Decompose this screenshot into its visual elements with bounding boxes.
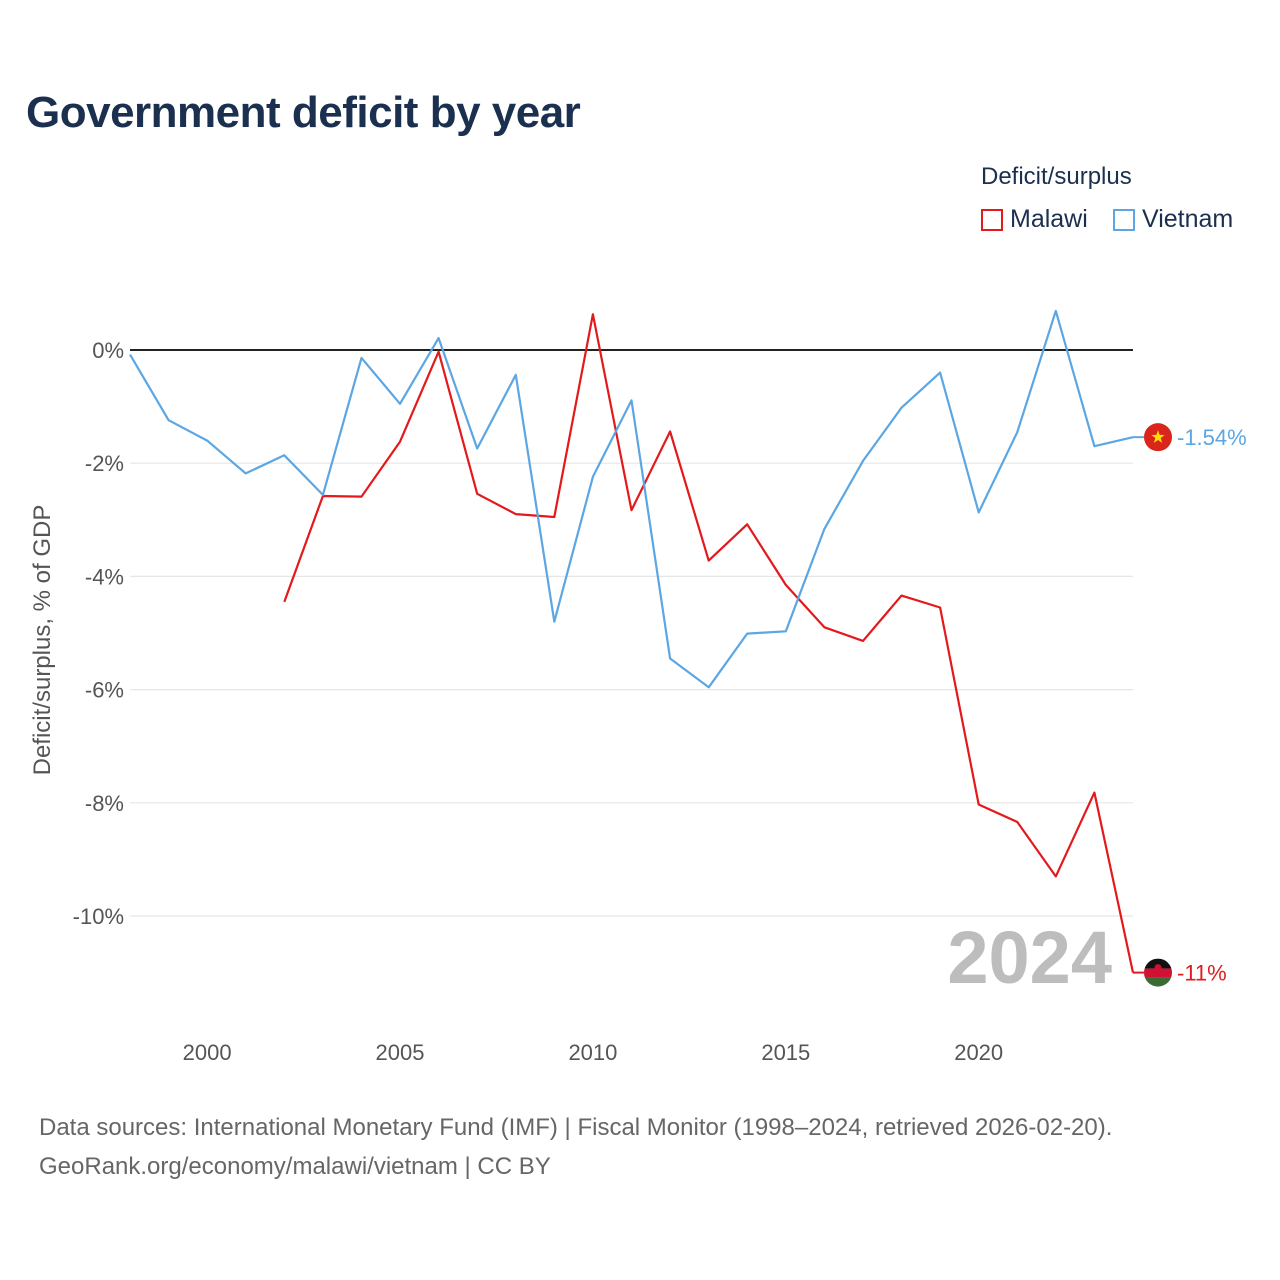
- year-watermark: 2024: [947, 916, 1112, 999]
- x-tick-label: 2015: [761, 1040, 810, 1065]
- end-markers: -11% -1.54%: [1133, 423, 1247, 987]
- series-lines: [129, 309, 1135, 973]
- flag-icon-vietnam: [1144, 423, 1172, 452]
- legend-label-vietnam: Vietnam: [1142, 205, 1234, 233]
- line-chart: 0%-2%-4%-6%-8%-10% 2000 2005 2010 2015 2020 …: [29, 309, 1247, 1065]
- y-tick-label: -4%: [85, 564, 124, 589]
- y-tick-label: -8%: [85, 791, 124, 816]
- legend-swatch-vietnam: [1113, 208, 1135, 231]
- end-value-label-malawi: -11%: [1177, 961, 1227, 986]
- y-axis-ticks: 0% -2% -4% -6% -8% -10%: [73, 338, 124, 929]
- legend-item-malawi[interactable]: Malawi: [981, 205, 1088, 234]
- source-line-2[interactable]: GeoRank.org/economy/malawi/vietnam | CC …: [39, 1153, 551, 1180]
- x-axis-ticks: 2000 2005 2010 2015 2020: [183, 1040, 1003, 1065]
- flag-icon-malawi: [1144, 958, 1172, 987]
- series-line-vietnam: [129, 309, 1134, 689]
- chart-title: Government deficit by year: [26, 88, 581, 137]
- y-axis-label: Deficit/surplus, % of GDP: [29, 505, 56, 776]
- legend-label-malawi: Malawi: [1010, 205, 1088, 233]
- legend-title: Deficit/surplus: [981, 163, 1132, 190]
- source-line-1: Data sources: International Monetary Fun…: [39, 1114, 1113, 1141]
- y-tick-label: -6%: [85, 678, 124, 703]
- x-tick-label: 2010: [568, 1040, 617, 1065]
- y-tick-label: -2%: [85, 451, 124, 476]
- legend-item-vietnam[interactable]: Vietnam: [1113, 205, 1233, 234]
- x-tick-label: 2000: [183, 1040, 232, 1065]
- y-tick-label: 0%: [92, 338, 124, 363]
- legend-swatch-malawi: [981, 208, 1003, 231]
- source-note: Data sources: International Monetary Fun…: [39, 1108, 1112, 1186]
- x-tick-label: 2020: [954, 1040, 1003, 1065]
- series-line-malawi: [283, 313, 1135, 973]
- x-tick-label: 2005: [376, 1040, 425, 1065]
- grid-lines: [130, 349, 1133, 917]
- end-value-label-vietnam: -1.54%: [1177, 425, 1247, 450]
- y-tick-label: -10%: [73, 904, 124, 929]
